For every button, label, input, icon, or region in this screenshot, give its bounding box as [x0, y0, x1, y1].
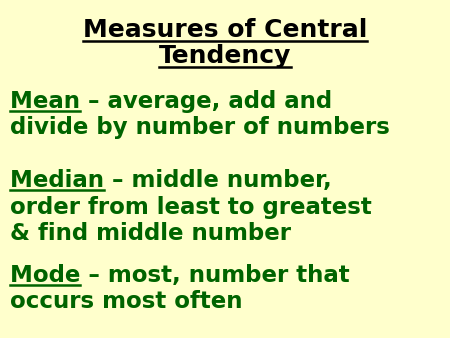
Text: Mean – average, add and
divide by number of numbers: Mean – average, add and divide by number…	[10, 90, 390, 139]
Text: Mode – most, number that
occurs most often: Mode – most, number that occurs most oft…	[10, 264, 350, 313]
Text: Tendency: Tendency	[159, 44, 291, 68]
Text: Measures of Central: Measures of Central	[83, 18, 367, 42]
Text: Median – middle number,
order from least to greatest
& find middle number: Median – middle number, order from least…	[10, 169, 372, 245]
